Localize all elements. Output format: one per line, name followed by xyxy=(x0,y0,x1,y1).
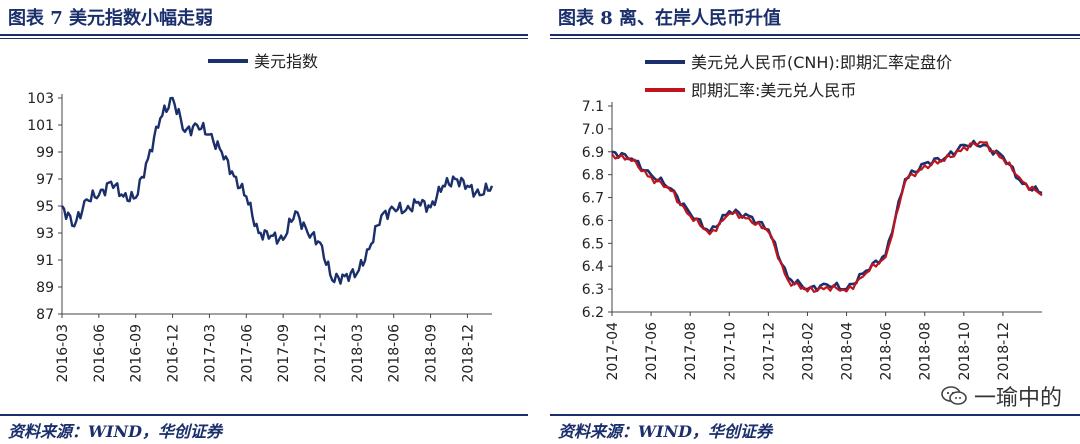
x-tick-label: 2017-08 xyxy=(683,322,699,381)
x-tick-label: 2017-12 xyxy=(761,322,777,381)
x-tick-label: 2018-06 xyxy=(387,324,403,383)
series-line xyxy=(611,140,1043,293)
y-tick-label: 93 xyxy=(36,226,54,242)
x-tick-label: 2017-06 xyxy=(644,322,660,381)
x-tick-label: 2018-10 xyxy=(957,322,973,381)
x-tick-label: 2018-08 xyxy=(918,322,934,381)
y-tick-label: 6.2 xyxy=(582,305,604,321)
left-title-rule-thin xyxy=(0,38,528,39)
y-tick-label: 6.6 xyxy=(582,213,604,229)
y-tick-label: 91 xyxy=(36,253,54,269)
legend-label: 即期汇率:美元兑人民币 xyxy=(691,81,856,100)
y-tick-label: 87 xyxy=(36,307,54,323)
x-tick-label: 2017-06 xyxy=(239,324,255,383)
x-tick-label: 2018-12 xyxy=(460,324,476,383)
x-tick-label: 2016-03 xyxy=(55,324,71,383)
y-tick-label: 95 xyxy=(36,199,54,215)
wechat-icon xyxy=(941,386,967,405)
x-tick-label: 2018-12 xyxy=(996,322,1012,381)
x-tick-label: 2017-09 xyxy=(276,324,292,383)
right-chart-title: 图表 8 离、在岸人民币升值 xyxy=(558,8,782,29)
y-tick-label: 97 xyxy=(36,172,54,188)
y-tick-label: 101 xyxy=(27,118,54,134)
y-tick-label: 7.0 xyxy=(582,122,604,138)
left-chart-title: 图表 7 美元指数小幅走弱 xyxy=(8,8,214,29)
y-tick-label: 6.3 xyxy=(582,282,604,298)
left-chart-panel: 图表 7 美元指数小幅走弱 103 101 99 97 95 93 91 89 87 2016-0… xyxy=(0,0,528,444)
x-tick-label: 2018-09 xyxy=(424,324,440,383)
y-tick-label: 7.1 xyxy=(582,99,604,115)
x-tick-label: 2018-03 xyxy=(350,324,366,383)
right-title-rule xyxy=(550,34,1080,36)
right-title-rule-thin xyxy=(550,38,1080,39)
x-tick-label: 2018-06 xyxy=(879,322,895,381)
x-tick-label: 2018-02 xyxy=(800,322,816,381)
series-line xyxy=(611,139,1043,292)
y-tick-label: 103 xyxy=(27,91,54,107)
x-tick-label: 2017-12 xyxy=(313,324,329,383)
y-tick-label: 99 xyxy=(36,145,54,161)
watermark-text: 一瑜中的 xyxy=(973,386,1062,411)
left-title-rule xyxy=(0,34,528,36)
watermark: 一瑜中的 xyxy=(940,380,1062,412)
legend-label: 美元兑人民币(CNH):即期汇率定盘价 xyxy=(691,53,952,72)
x-tick-label: 2017-04 xyxy=(605,322,621,381)
y-tick-label: 6.8 xyxy=(582,168,604,184)
left-bottom-rule xyxy=(0,414,528,416)
x-tick-label: 2016-06 xyxy=(92,324,108,383)
x-tick-label: 2017-10 xyxy=(722,322,738,381)
y-tick-label: 6.5 xyxy=(582,236,604,252)
right-chart-panel: 图表 8 离、在岸人民币升值 7.1 7.0 6.9 6.8 6.7 6.6 6.5 6.4 6… xyxy=(550,0,1080,444)
right-bottom-rule xyxy=(550,414,1080,416)
x-tick-label: 2017-03 xyxy=(202,324,218,383)
x-tick-label: 2018-04 xyxy=(840,322,856,381)
left-source-note: 资料来源：WIND，华创证券 xyxy=(8,422,222,441)
y-tick-label: 6.7 xyxy=(582,191,604,207)
y-tick-label: 6.9 xyxy=(582,145,604,161)
y-tick-label: 6.4 xyxy=(582,259,604,275)
legend-label: 美元指数 xyxy=(254,52,318,71)
x-tick-label: 2016-12 xyxy=(166,324,182,383)
right-source-note: 资料来源：WIND，华创证券 xyxy=(558,422,772,441)
series-line xyxy=(61,96,494,285)
x-tick-label: 2016-09 xyxy=(129,324,145,383)
y-tick-label: 89 xyxy=(36,280,54,296)
